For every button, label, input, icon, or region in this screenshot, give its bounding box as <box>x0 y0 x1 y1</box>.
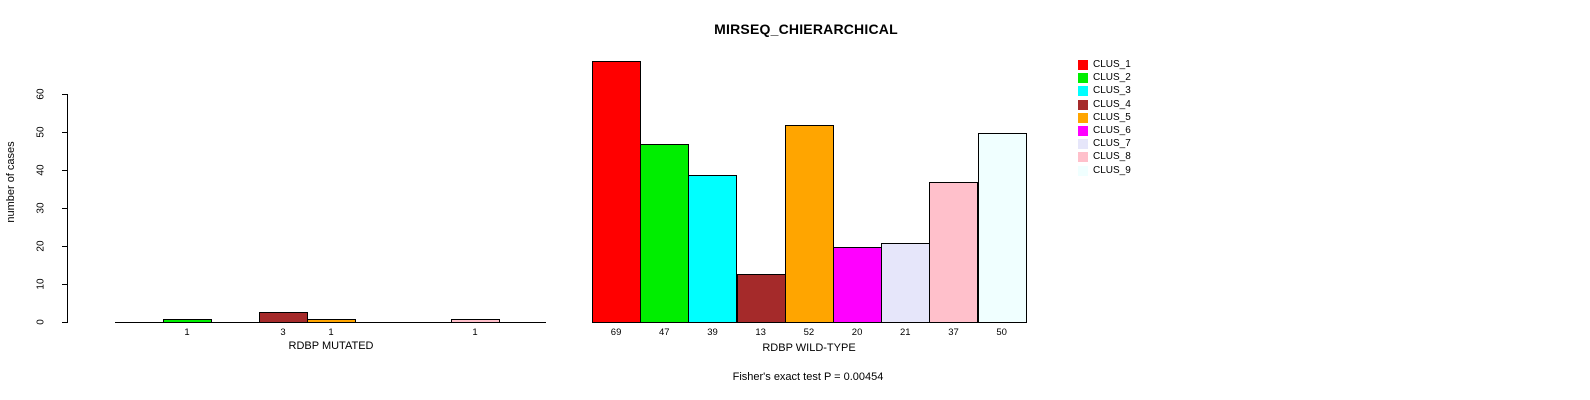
bar-CLUS_7 <box>881 243 930 323</box>
bar-CLUS_8 <box>451 319 500 323</box>
bar-CLUS_4 <box>737 274 786 323</box>
legend-label-CLUS_9: CLUS_9 <box>1093 164 1131 176</box>
legend-swatch-CLUS_2 <box>1078 73 1088 84</box>
chart-title: MIRSEQ_CHIERARCHICAL <box>714 21 898 37</box>
y-tick-label: 40 <box>35 164 47 176</box>
bar-value-label: 50 <box>996 327 1007 338</box>
y-tick-mark <box>62 322 67 323</box>
bar-value-label: 47 <box>659 327 670 338</box>
legend-label-CLUS_2: CLUS_2 <box>1093 72 1131 84</box>
bar-CLUS_2 <box>640 144 689 323</box>
legend-swatch-CLUS_1 <box>1078 60 1088 70</box>
y-tick-label: 10 <box>35 278 47 290</box>
bar-value-label: 1 <box>184 327 190 338</box>
legend-swatch-CLUS_6 <box>1078 126 1088 136</box>
bar-value-label: 1 <box>472 327 478 338</box>
y-tick-label: 20 <box>35 240 47 252</box>
legend-swatch-CLUS_3 <box>1078 86 1088 97</box>
bar-CLUS_9 <box>978 133 1027 323</box>
bar-CLUS_1 <box>592 61 641 323</box>
legend-label-CLUS_3: CLUS_3 <box>1093 85 1131 97</box>
y-tick-label: 30 <box>35 202 47 214</box>
legend-swatch-CLUS_5 <box>1078 112 1088 123</box>
bar-CLUS_6 <box>833 247 882 323</box>
bar-value-label: 13 <box>755 327 766 338</box>
y-tick-label: 60 <box>35 88 47 100</box>
bar-value-label: 1 <box>328 327 334 338</box>
legend-label-CLUS_5: CLUS_5 <box>1093 111 1131 123</box>
y-tick-label: 0 <box>35 319 47 325</box>
bar-value-label: 69 <box>610 327 622 338</box>
legend-label-CLUS_1: CLUS_1 <box>1093 59 1131 70</box>
legend-label-CLUS_8: CLUS_8 <box>1093 151 1131 163</box>
bar-value-label: 3 <box>280 327 286 338</box>
y-tick-mark <box>62 94 67 95</box>
legend-swatch-CLUS_7 <box>1078 139 1088 150</box>
legend-swatch-CLUS_8 <box>1078 152 1088 163</box>
y-tick-mark <box>62 284 67 285</box>
bar-value-label: 37 <box>948 327 959 338</box>
x-axis-label-wildtype: RDBP WILD-TYPE <box>762 342 856 354</box>
legend-label-CLUS_4: CLUS_4 <box>1093 98 1131 110</box>
stats-note: Fisher's exact test P = 0.00454 <box>732 371 884 383</box>
y-tick-mark <box>62 170 67 171</box>
bar-value-label: 21 <box>900 327 911 338</box>
y-tick-mark <box>62 208 67 209</box>
bar-CLUS_8 <box>929 182 978 323</box>
legend-label-CLUS_6: CLUS_6 <box>1093 125 1131 136</box>
bar-CLUS_2 <box>163 319 212 323</box>
y-axis-label: number of cases <box>5 141 17 223</box>
y-axis-line <box>67 94 68 323</box>
y-tick-mark <box>62 132 67 133</box>
bar-CLUS_3 <box>688 175 737 323</box>
y-tick-label: 50 <box>35 126 47 138</box>
bar-value-label: 20 <box>851 327 863 338</box>
y-tick-mark <box>62 246 67 247</box>
bar-CLUS_4 <box>259 312 308 323</box>
bar-CLUS_5 <box>307 319 356 323</box>
bar-value-label: 52 <box>803 327 815 338</box>
x-axis-label-mutated: RDBP MUTATED <box>288 340 374 352</box>
bar-value-label: 39 <box>707 327 718 338</box>
bar-CLUS_5 <box>785 125 834 323</box>
legend-swatch-CLUS_9 <box>1078 165 1088 176</box>
legend-swatch-CLUS_4 <box>1078 99 1088 110</box>
legend-label-CLUS_7: CLUS_7 <box>1093 138 1131 150</box>
